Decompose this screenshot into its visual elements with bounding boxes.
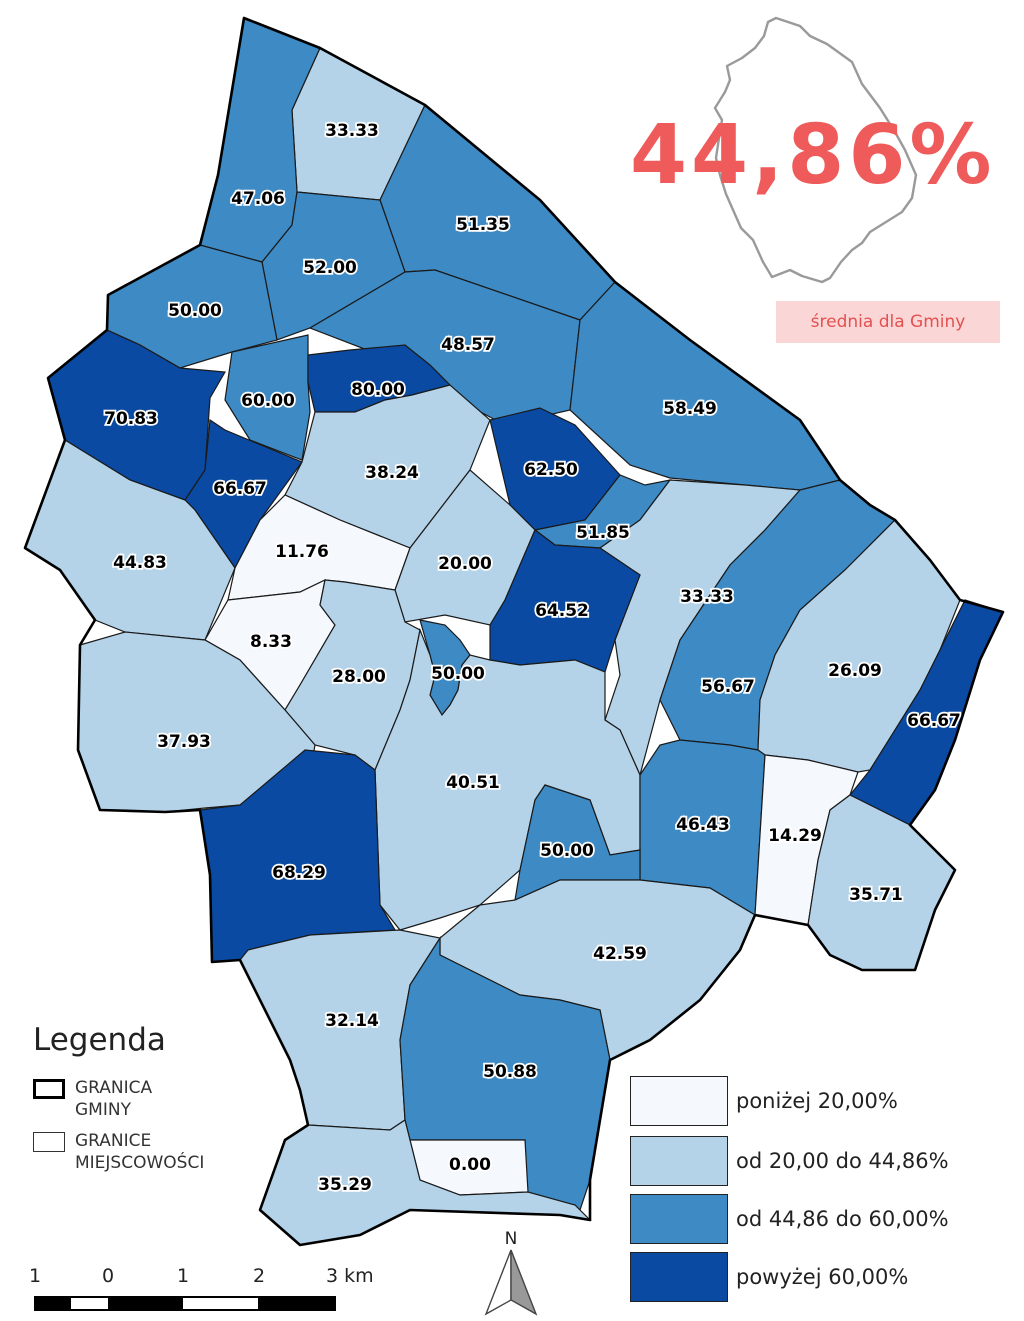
scale-tick-label: 3 km <box>326 1265 374 1287</box>
region <box>261 191 406 341</box>
region-label: 62.50 <box>524 460 578 480</box>
north-arrow: N <box>484 1229 538 1316</box>
overall-average-caption: średnia dla Gminy <box>776 301 1000 343</box>
class-swatch <box>630 1076 728 1126</box>
region-label: 28.00 <box>332 667 386 687</box>
overall-average-value: 44,86% <box>630 108 996 203</box>
scale-tick-label: 1 <box>29 1265 42 1287</box>
class-legend-item: od 20,00 do 44,86% <box>630 1136 949 1186</box>
region-label: 48.57 <box>441 335 495 355</box>
region-label: 47.06 <box>231 189 285 209</box>
legend-title: Legenda <box>33 1022 166 1058</box>
region-label: 64.52 <box>535 601 589 621</box>
region-label: 44.83 <box>113 553 167 573</box>
class-legend-item: poniżej 20,00% <box>630 1076 898 1126</box>
class-label: od 20,00 do 44,86% <box>736 1149 949 1173</box>
region-label: 46.43 <box>676 815 730 835</box>
region-label: 50.00 <box>540 841 594 861</box>
region-label: 33.33 <box>680 587 734 607</box>
scale-bar <box>34 1296 336 1311</box>
region-label: 35.29 <box>318 1175 372 1195</box>
region-label: 33.33 <box>325 121 379 141</box>
region-label: 68.29 <box>272 863 326 883</box>
class-label: od 44,86 do 60,00% <box>736 1207 949 1231</box>
region-label: 50.00 <box>168 301 222 321</box>
scale-tick-label: 0 <box>102 1265 115 1287</box>
region <box>807 794 956 971</box>
scale-tick-label: 2 <box>253 1265 266 1287</box>
region <box>224 334 311 461</box>
region-label: 40.51 <box>446 773 500 793</box>
legend-locality-row: GRANICE MIEJSCOWOŚCI <box>33 1130 204 1174</box>
region-label: 66.67 <box>907 711 961 731</box>
legend-locality-swatch <box>33 1132 65 1152</box>
region-label: 60.00 <box>241 391 295 411</box>
region-label: 58.49 <box>663 399 717 419</box>
region-label: 56.67 <box>701 677 755 697</box>
region-label: 11.76 <box>275 542 329 562</box>
scale-tick-label: 1 <box>177 1265 190 1287</box>
region-label: 35.71 <box>849 885 903 905</box>
region <box>284 384 491 549</box>
north-arrow-label: N <box>505 1229 518 1249</box>
region-label: 8.33 <box>250 632 292 652</box>
region-label: 38.24 <box>365 463 419 483</box>
region-label: 80.00 <box>351 380 405 400</box>
legend-boundary-label: GRANICA GMINY <box>75 1078 153 1120</box>
region-label: 0.00 <box>449 1155 491 1175</box>
region-label: 52.00 <box>303 258 357 278</box>
class-swatch <box>630 1136 728 1186</box>
class-label: powyżej 60,00% <box>736 1265 909 1289</box>
class-label: poniżej 20,00% <box>736 1089 898 1113</box>
region-label: 66.67 <box>213 479 267 499</box>
region-label: 50.88 <box>483 1062 537 1082</box>
legend-locality-label: GRANICE MIEJSCOWOŚCI <box>75 1131 205 1173</box>
region <box>374 627 641 931</box>
legend-boundary-row: GRANICA GMINY <box>33 1077 152 1121</box>
region-label: 14.29 <box>768 826 822 846</box>
class-swatch <box>630 1194 728 1244</box>
region-label: 50.00 <box>431 664 485 684</box>
legend-boundary-swatch <box>33 1079 65 1099</box>
region-label: 20.00 <box>438 554 492 574</box>
region-label: 32.14 <box>325 1011 379 1031</box>
region-label: 26.09 <box>828 661 882 681</box>
scale-labels: 1 0 1 2 3 km <box>0 1265 420 1289</box>
region-label: 70.83 <box>104 409 158 429</box>
region-label: 51.85 <box>576 523 630 543</box>
inset-outline <box>713 16 918 284</box>
region-label: 42.59 <box>593 944 647 964</box>
region-label: 37.93 <box>157 732 211 752</box>
class-legend-item: od 44,86 do 60,00% <box>630 1194 949 1244</box>
region-label: 51.35 <box>456 215 510 235</box>
municipality-boundary <box>23 16 1005 1247</box>
class-swatch <box>630 1252 728 1302</box>
class-legend-item: powyżej 60,00% <box>630 1252 908 1302</box>
